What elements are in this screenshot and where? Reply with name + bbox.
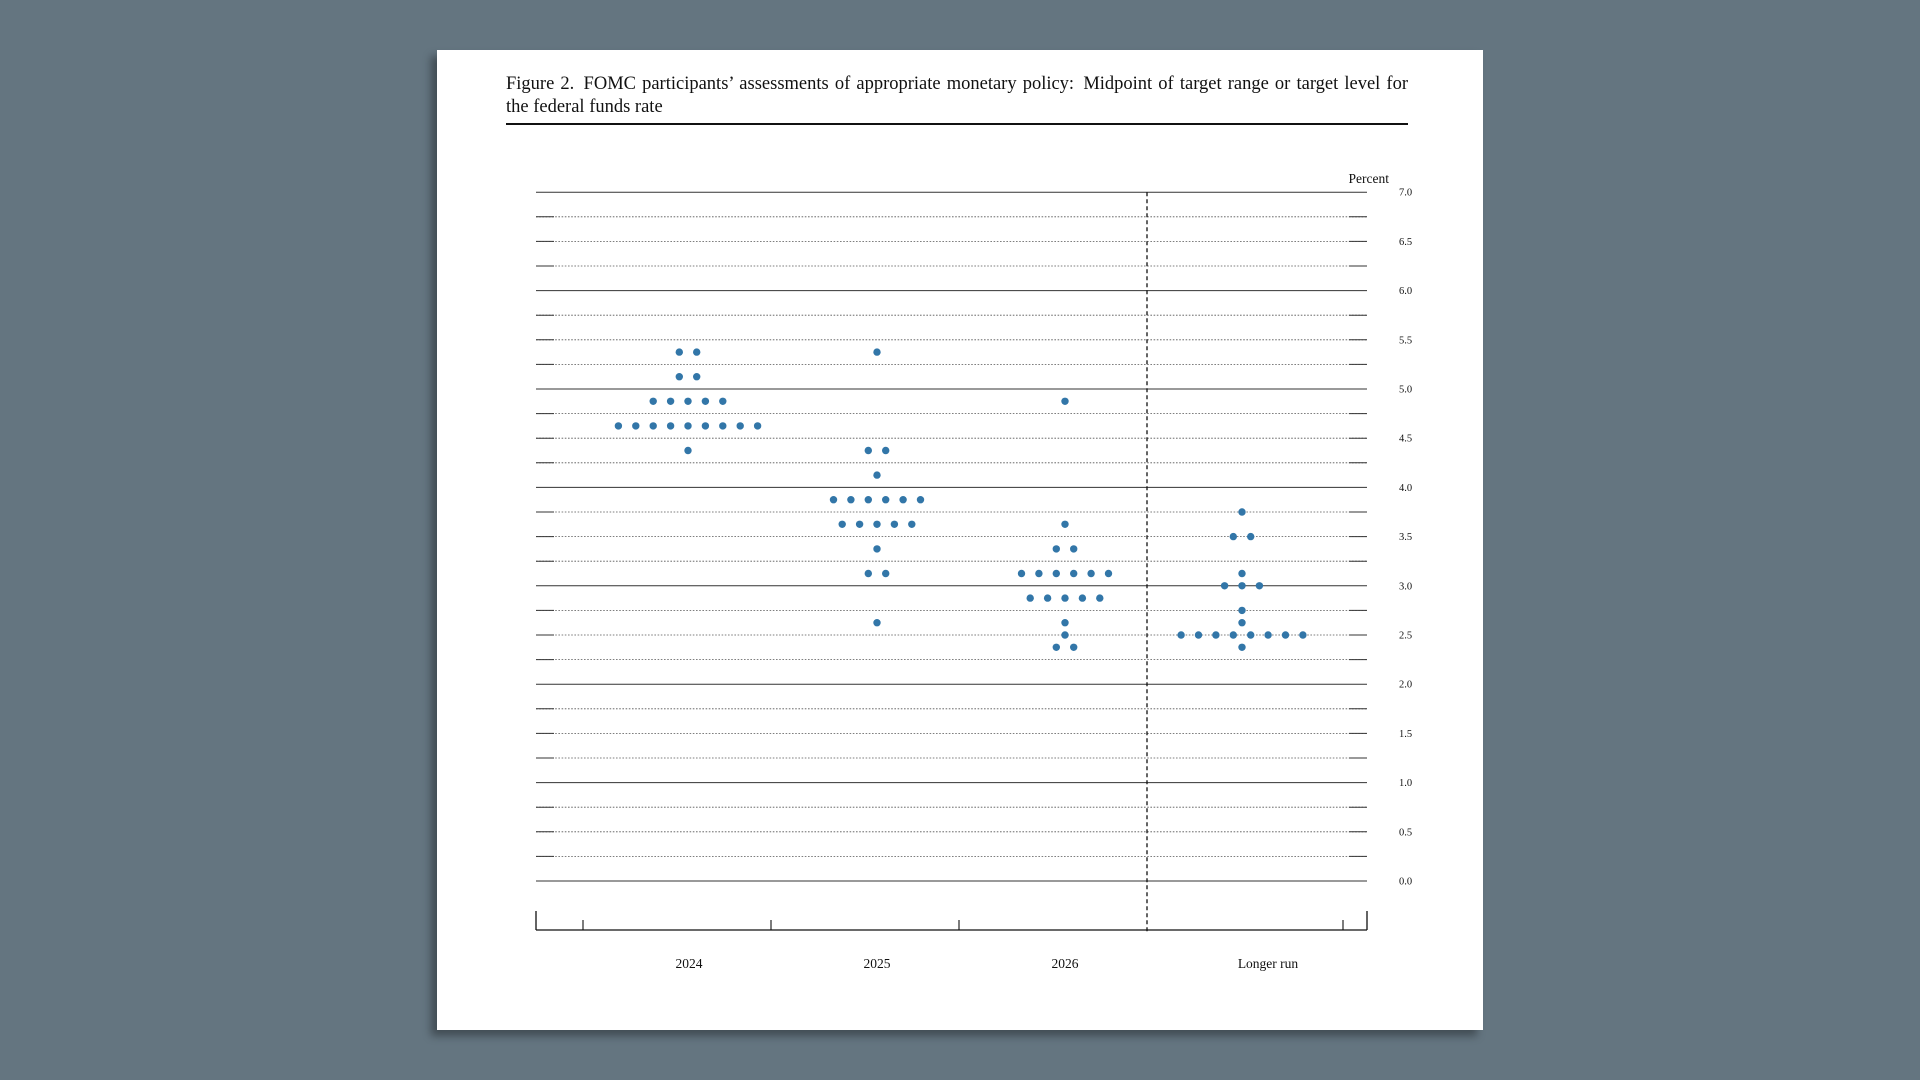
participant-dot — [1043, 594, 1052, 602]
y-tick-label: 6.5 — [1399, 237, 1412, 248]
y-tick-label: 0.0 — [1399, 877, 1412, 888]
participant-dot — [736, 422, 744, 430]
participant-dot — [1052, 545, 1060, 553]
participant-dot — [908, 520, 916, 528]
participant-dot — [675, 373, 683, 381]
participant-dot — [1281, 631, 1290, 639]
participant-dot — [1070, 569, 1078, 578]
participant-dot — [1247, 631, 1255, 639]
participant-dot — [753, 422, 762, 430]
y-tick-label: 3.0 — [1399, 581, 1412, 592]
participant-dot — [1087, 569, 1095, 578]
participant-dot — [1061, 631, 1069, 639]
participant-dot — [1061, 594, 1069, 602]
participant-dot — [1238, 643, 1246, 651]
participant-dot — [1194, 631, 1203, 639]
participant-dot — [838, 520, 846, 528]
x-category-label: Longer run — [1238, 956, 1299, 971]
participant-dot — [684, 422, 692, 430]
participant-dot — [873, 348, 881, 356]
participant-dot — [855, 520, 864, 528]
participant-dot — [1078, 594, 1087, 602]
participant-dot — [1061, 520, 1069, 528]
participant-dot — [882, 446, 890, 455]
participant-dot — [1255, 582, 1264, 590]
y-tick-label: 4.0 — [1399, 483, 1412, 494]
participant-dot — [1035, 569, 1043, 578]
y-tick-label: 3.5 — [1399, 532, 1412, 543]
title-underline — [506, 123, 1408, 125]
participant-dot — [899, 496, 907, 504]
dot-plot-chart: 0.0 0.5 1.0 1.5 2.0 2.5 3.0 3.5 4.0 4.5 5.0 5.5 6.0 6… — [535, 171, 1412, 971]
participant-dot — [693, 348, 701, 356]
participant-dot — [1070, 545, 1078, 553]
participant-dot — [1220, 582, 1229, 590]
participant-dot — [1229, 631, 1237, 639]
participant-dot — [1238, 569, 1246, 578]
y-tick-label: 7.0 — [1399, 188, 1412, 199]
x-category-label: 2026 — [1052, 956, 1079, 971]
participant-dot — [701, 422, 710, 430]
participant-dot — [614, 422, 623, 430]
participant-dot — [864, 446, 872, 455]
participant-dot — [1247, 532, 1255, 541]
participant-dot — [1229, 532, 1237, 541]
participant-dot — [1238, 606, 1246, 615]
participant-dot — [873, 471, 881, 479]
participant-dot — [1264, 631, 1272, 639]
y-unit-label: Percent — [1349, 171, 1390, 186]
participant-dot — [1052, 643, 1060, 651]
y-tick-label: 4.5 — [1399, 434, 1412, 445]
participant-dot — [890, 520, 899, 528]
participant-dot — [701, 397, 710, 405]
participant-dot — [719, 397, 727, 405]
participant-dot — [632, 422, 640, 430]
participant-dot — [1061, 619, 1069, 627]
participant-dot — [675, 348, 683, 356]
x-category-label: 2025 — [864, 956, 891, 971]
x-category-label: 2024 — [676, 956, 703, 971]
participant-dot — [873, 545, 881, 553]
figure-card: Figure 2. FOMC participants’ assessments… — [437, 50, 1483, 1030]
y-tick-label: 2.5 — [1399, 631, 1412, 642]
y-tick-label: 2.0 — [1399, 680, 1412, 691]
participant-dot — [882, 496, 890, 504]
participant-dot — [1026, 594, 1034, 602]
participant-dot — [1212, 631, 1220, 639]
participant-dot — [1052, 569, 1060, 578]
participant-dot — [649, 397, 657, 405]
participant-dot — [1104, 569, 1113, 578]
participant-dot — [666, 422, 675, 430]
participant-dot — [1299, 631, 1307, 639]
participant-dot — [873, 619, 881, 627]
y-tick-label: 6.0 — [1399, 286, 1412, 297]
participant-dot — [684, 397, 692, 405]
participant-dot — [1096, 594, 1104, 602]
y-tick-label: 1.5 — [1399, 729, 1412, 740]
participant-dot — [693, 373, 701, 381]
participant-dot — [829, 496, 838, 504]
participant-dot — [1177, 631, 1185, 639]
figure-title: Figure 2. FOMC participants’ assessments… — [506, 74, 1408, 117]
y-tick-label: 5.5 — [1399, 335, 1412, 346]
y-tick-label: 0.5 — [1399, 827, 1412, 838]
participant-dot — [864, 496, 872, 504]
y-tick-label: 5.0 — [1399, 385, 1412, 396]
participant-dot — [847, 496, 855, 504]
participant-dot — [864, 569, 872, 578]
participant-dot — [1017, 569, 1026, 578]
participant-dot — [1238, 582, 1246, 590]
participant-dot — [1061, 397, 1069, 405]
participant-dot — [882, 569, 890, 578]
participant-dot — [684, 446, 692, 455]
participant-dot — [1070, 643, 1078, 651]
participant-dot — [873, 520, 881, 528]
participant-dot — [1238, 619, 1246, 627]
y-tick-label: 1.0 — [1399, 778, 1412, 789]
participant-dot — [1238, 508, 1246, 516]
participant-dot — [719, 422, 727, 430]
participant-dot — [666, 397, 675, 405]
participant-dot — [916, 496, 925, 504]
participant-dot — [649, 422, 657, 430]
